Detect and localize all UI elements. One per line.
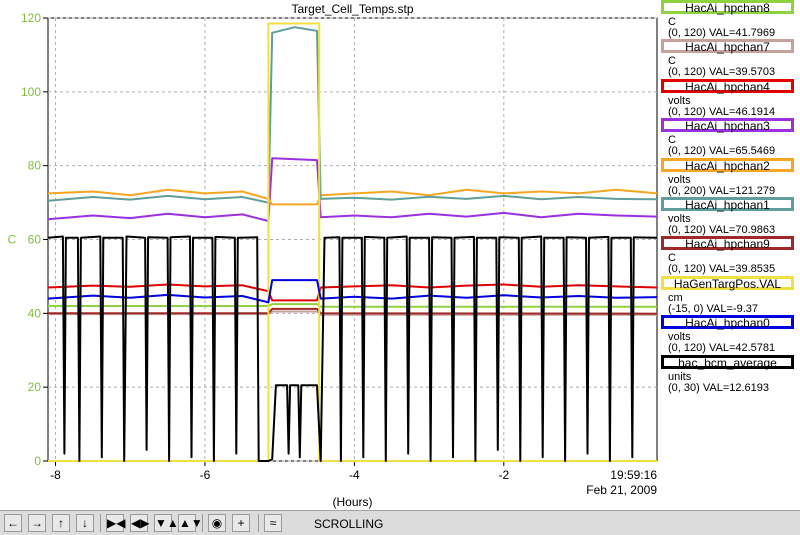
strip-chart: 0 20 40 60 80 100 120 -8 -6 -4 -2 Target_Cell_Temps… — [8, 2, 658, 509]
legend-range-value: (0, 120) VAL=39.5703 — [668, 66, 776, 79]
scrolling-mode-label: SCROLLING — [314, 517, 384, 531]
x-axis-label: (Hours) — [332, 495, 372, 509]
legend-units: C — [668, 16, 676, 28]
legend-units: C — [668, 134, 676, 147]
x-tick-label: -8 — [50, 468, 61, 482]
series-line-hacai-hpchan8 — [48, 303, 657, 308]
legend-series-name: HacAi_hpchan4 — [661, 78, 794, 93]
expand-horizontal-button[interactable]: ◀▶ — [130, 514, 150, 532]
x-tick-label: -6 — [200, 468, 211, 482]
scroll-up-button[interactable]: ↑ — [52, 514, 70, 532]
scroll-mode-button[interactable]: ≈ — [264, 514, 282, 532]
legend-units: units — [668, 370, 692, 383]
legend-entry[interactable]: HacAi_hpchan9 C (0, 120) VAL=39.8535 — [658, 236, 800, 275]
legend-entry[interactable]: HaGenTargPos.VAL cm (-15, 0) VAL=-9.37 — [658, 275, 800, 315]
legend: HacAi_hpchan8 C (0, 120) VAL=41.7969 HacAi_… — [658, 0, 800, 394]
expand-vertical-button[interactable]: ▲▼ — [178, 514, 203, 532]
legend-series-name: HacAi_hpchan2 — [661, 157, 794, 172]
config-button[interactable]: ◉ — [208, 514, 226, 532]
legend-entry[interactable]: hac_bcm_average units (0, 30) VAL=12.6193 — [658, 354, 800, 394]
x-tick-label: -2 — [498, 468, 509, 482]
compress-vertical-button[interactable]: ▼▲ — [154, 514, 179, 532]
legend-range-value: (0, 120) VAL=39.8535 — [668, 263, 776, 276]
chart-title: Target_Cell_Temps.stp — [291, 2, 413, 16]
y-tick-label: 120 — [21, 11, 41, 25]
series-line-hac-bcm-average — [47, 235, 658, 462]
date-label: Feb 21, 2009 — [586, 483, 657, 497]
legend-series-name: HacAi_hpchan8 — [661, 0, 794, 14]
y-tick-label: 20 — [28, 380, 42, 394]
legend-range-value: (0, 120) VAL=41.7969 — [668, 27, 776, 39]
legend-range-value: (0, 120) VAL=70.9863 — [668, 223, 776, 236]
y-axis-label: C — [8, 233, 17, 247]
legend-entry[interactable]: HacAi_hpchan4 volts (0, 120) VAL=46.1914 — [658, 78, 800, 118]
legend-range-value: (0, 120) VAL=46.1914 — [668, 105, 776, 118]
compress-horizontal-button[interactable]: ▶◀ — [106, 514, 126, 532]
y-tick-label: 80 — [28, 159, 42, 173]
legend-series-name: HacAi_hpchan3 — [661, 118, 794, 133]
legend-entry[interactable]: HacAi_hpchan0 volts (0, 120) VAL=42.5781 — [658, 315, 800, 354]
scroll-down-button[interactable]: ↓ — [76, 514, 94, 532]
legend-entry[interactable]: HacAi_hpchan1 volts (0, 120) VAL=70.9863 — [658, 196, 800, 236]
legend-series-name: hac_bcm_average — [661, 354, 794, 369]
legend-series-name: HacAi_hpchan7 — [661, 39, 794, 54]
add-button[interactable]: + — [232, 514, 250, 532]
toolbar-separator — [202, 514, 203, 532]
legend-entry[interactable]: HacAi_hpchan2 volts (0, 200) VAL=121.279 — [658, 157, 800, 197]
x-tick-label: -4 — [349, 468, 360, 482]
x-end-time-label: 19:59:16 — [610, 468, 657, 482]
y-tick-label: 60 — [28, 233, 42, 247]
legend-range-value: (0, 200) VAL=121.279 — [668, 184, 776, 197]
scroll-left-button[interactable]: ← — [4, 514, 22, 532]
series-line-hagentargpos-val — [48, 22, 657, 462]
legend-range-value: (-15, 0) VAL=-9.37 — [668, 302, 758, 315]
legend-units: cm — [668, 291, 683, 304]
legend-series-name: HacAi_hpchan0 — [661, 315, 794, 330]
series-line-hacai-hpchan9 — [48, 307, 658, 315]
legend-units: volts — [668, 331, 691, 344]
legend-range-value: (0, 30) VAL=12.6193 — [668, 381, 770, 394]
legend-series-name: HacAi_hpchan9 — [661, 236, 794, 251]
legend-units: volts — [668, 212, 691, 225]
legend-entry[interactable]: HacAi_hpchan7 C (0, 120) VAL=39.5703 — [658, 39, 800, 78]
legend-range-value: (0, 120) VAL=42.5781 — [668, 342, 776, 355]
y-tick-label: 100 — [21, 85, 41, 99]
legend-series-name: HacAi_hpchan1 — [661, 196, 794, 211]
legend-series-name: HaGenTargPos.VAL — [661, 275, 794, 290]
y-tick-label: 40 — [28, 306, 42, 320]
legend-units: volts — [668, 94, 691, 107]
legend-units: volts — [668, 173, 691, 186]
toolbar-separator — [100, 514, 101, 532]
legend-entry[interactable]: HacAi_hpchan3 C (0, 120) VAL=65.5469 — [658, 118, 800, 157]
legend-units: C — [668, 55, 676, 68]
toolbar-separator — [258, 514, 259, 532]
y-tick-label: 0 — [34, 454, 41, 468]
toolbar: SCROLLING ← → ↑ ↓ ▶◀ ◀▶ ▼▲ ▲▼ ◉ + ≈ — [0, 510, 800, 535]
legend-entry[interactable]: HacAi_hpchan8 C (0, 120) VAL=41.7969 — [658, 0, 800, 39]
legend-range-value: (0, 120) VAL=65.5469 — [668, 145, 776, 158]
legend-units: C — [668, 252, 676, 265]
scroll-right-button[interactable]: → — [28, 514, 46, 532]
plot-frame — [47, 17, 658, 462]
series-line-hacai-hpchan3 — [47, 157, 658, 222]
